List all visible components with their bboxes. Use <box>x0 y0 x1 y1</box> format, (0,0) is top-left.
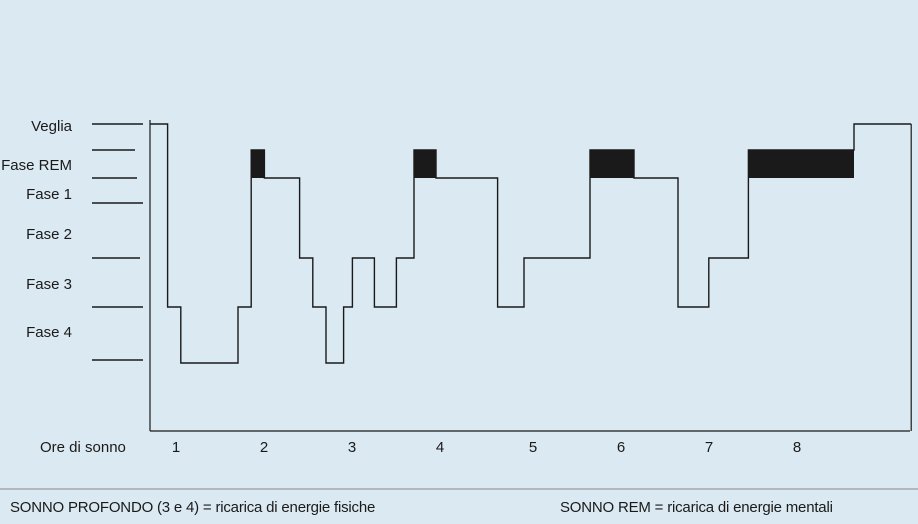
y-label-fase-1: Fase 1 <box>26 186 72 203</box>
x-tick-7: 7 <box>705 439 713 456</box>
footer-rem-sleep-note: SONNO REM = ricarica di energie mentali <box>560 499 833 516</box>
y-label-fase-3: Fase 3 <box>26 276 72 293</box>
x-tick-3: 3 <box>348 439 356 456</box>
x-axis-label: Ore di sonno <box>40 439 126 456</box>
sleep-stage-line <box>150 123 912 364</box>
y-label-fase-2: Fase 2 <box>26 226 72 243</box>
x-tick-2: 2 <box>260 439 268 456</box>
x-tick-5: 5 <box>529 439 537 456</box>
rem-block-3 <box>590 150 634 178</box>
footer-deep-sleep-note: SONNO PROFONDO (3 e 4) = ricarica di ene… <box>10 499 376 516</box>
rem-block-2 <box>414 150 436 178</box>
y-label-fase-rem: Fase REM <box>1 157 72 174</box>
y-label-fase-4: Fase 4 <box>26 324 72 341</box>
x-tick-4: 4 <box>436 439 444 456</box>
x-tick-6: 6 <box>617 439 625 456</box>
x-tick-8: 8 <box>793 439 801 456</box>
rem-block-1 <box>251 150 265 178</box>
rem-block-4 <box>748 150 854 178</box>
x-tick-1: 1 <box>172 439 180 456</box>
y-label-veglia: Veglia <box>31 118 73 135</box>
